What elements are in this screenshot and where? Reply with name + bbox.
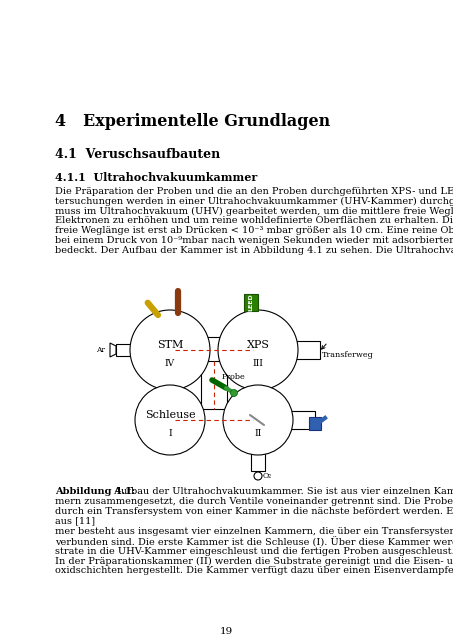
Text: Die Präparation der Proben und die an den Proben durchgeführten XPS- und LEED-Un: Die Präparation der Proben und die an de… (55, 187, 453, 196)
Text: O₂: O₂ (263, 472, 272, 480)
Text: I: I (168, 429, 172, 438)
Polygon shape (110, 343, 116, 357)
Text: In der Präparationskammer (II) werden die Substrate gereinigt und die Eisen- und: In der Präparationskammer (II) werden di… (55, 556, 453, 566)
Text: STM: STM (157, 340, 183, 350)
Text: IV: IV (165, 358, 175, 367)
Polygon shape (116, 344, 133, 356)
Text: Abbildung 4.1:: Abbildung 4.1: (55, 487, 135, 496)
Text: muss im Ultrahochvakuum (UHV) gearbeitet werden, um die mittlere freie Weglänge : muss im Ultrahochvakuum (UHV) gearbeitet… (55, 207, 453, 216)
Text: Ar: Ar (96, 346, 105, 354)
Text: mer besteht aus insgesamt vier einzelnen Kammern, die über ein Transfersystem mi: mer besteht aus insgesamt vier einzelnen… (55, 527, 453, 536)
Circle shape (218, 310, 298, 390)
Text: Schleuse: Schleuse (145, 410, 195, 420)
Circle shape (254, 472, 262, 480)
Text: XPS: XPS (246, 340, 270, 350)
Text: bei einem Druck von 10⁻⁹mbar nach wenigen Sekunden wieder mit adsorbierten Gaste: bei einem Druck von 10⁻⁹mbar nach wenige… (55, 236, 453, 245)
Text: 19: 19 (219, 627, 233, 636)
Polygon shape (251, 452, 265, 471)
Text: oxidschichten hergestellt. Die Kammer verfügt dazu über einen Eisenverdampfer un: oxidschichten hergestellt. Die Kammer ve… (55, 566, 453, 575)
Polygon shape (290, 411, 315, 429)
Text: Elektronen zu erhöhen und um reine wohldefinierte Oberflächen zu erhalten. Die m: Elektronen zu erhöhen und um reine wohld… (55, 216, 453, 225)
Circle shape (223, 385, 293, 455)
Polygon shape (295, 341, 320, 359)
Circle shape (135, 385, 205, 455)
FancyBboxPatch shape (309, 417, 321, 430)
Circle shape (130, 310, 210, 390)
Text: 4.1  Veruschsaufbauten: 4.1 Veruschsaufbauten (55, 148, 220, 161)
Text: Probe: Probe (221, 373, 245, 381)
Polygon shape (170, 337, 258, 363)
Text: Transferweg: Transferweg (322, 351, 374, 359)
Text: 4   Experimentelle Grundlagen: 4 Experimentelle Grundlagen (55, 113, 330, 130)
Text: freie Weglänge ist erst ab Drücken < 10⁻³ mbar größer als 10 cm. Eine reine Ober: freie Weglänge ist erst ab Drücken < 10⁻… (55, 226, 453, 236)
Polygon shape (201, 361, 227, 409)
FancyBboxPatch shape (244, 294, 258, 311)
Text: LEED: LEED (249, 294, 254, 312)
Text: III: III (253, 358, 264, 367)
Text: Aufbau der Ultrahochvakuumkammer. Sie ist aus vier einzelnen Kam-: Aufbau der Ultrahochvakuumkammer. Sie is… (111, 487, 453, 496)
Text: tersuchungen werden in einer Ultrahochvakuumkammer (UHV-Kammer) durchgeführt. Es: tersuchungen werden in einer Ultrahochva… (55, 197, 453, 206)
Circle shape (231, 390, 237, 397)
Text: bedeckt. Der Aufbau der Kammer ist in Abbildung 4.1 zu sehen. Die Ultrahochvakuu: bedeckt. Der Aufbau der Kammer ist in Ab… (55, 246, 453, 255)
Text: 4.1.1  Ultrahochvakuumkammer: 4.1.1 Ultrahochvakuumkammer (55, 172, 257, 183)
Text: II: II (255, 429, 262, 438)
Text: strate in die UHV-Kammer eingeschleust und die fertigen Proben ausgeschleust.: strate in die UHV-Kammer eingeschleust u… (55, 547, 453, 556)
Text: verbunden sind. Die erste Kammer ist die Schleuse (I). Über diese Kammer werden : verbunden sind. Die erste Kammer ist die… (55, 537, 453, 547)
Text: mern zusammengesetzt, die durch Ventile voneinander getrennt sind. Die Proben kö: mern zusammengesetzt, die durch Ventile … (55, 497, 453, 506)
Text: aus [11]: aus [11] (55, 516, 95, 525)
Text: durch ein Transfersystem von einer Kammer in die nächste befördert werden. Entno: durch ein Transfersystem von einer Kamme… (55, 507, 453, 516)
